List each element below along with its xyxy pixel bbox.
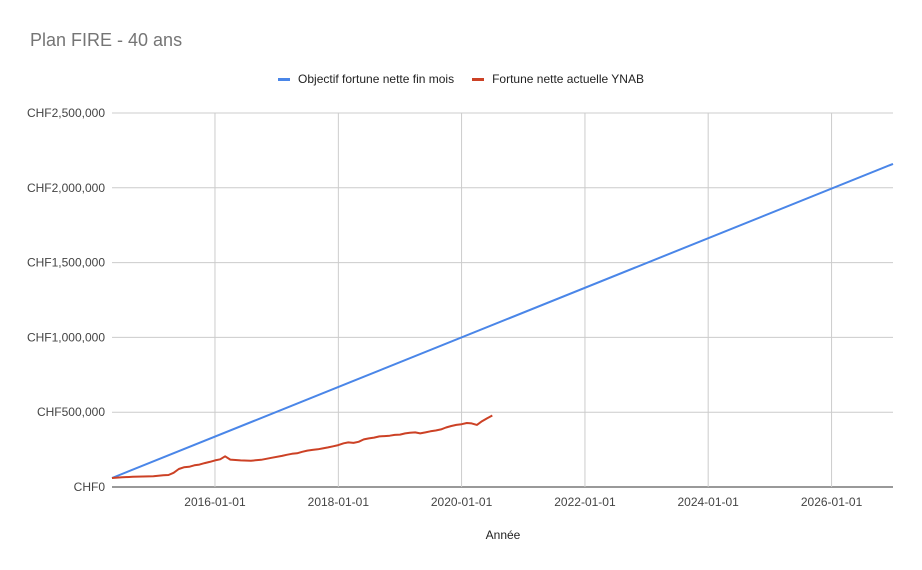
chart-legend: Objectif fortune nette fin mois Fortune … — [0, 72, 922, 86]
legend-swatch-fortune — [472, 77, 485, 81]
x-tick-label: 2022-01-01 — [554, 495, 616, 509]
y-tick-label: CHF1,500,000 — [27, 256, 105, 270]
y-tick-label: CHF2,000,000 — [27, 181, 105, 195]
x-tick-label: 2018-01-01 — [308, 495, 370, 509]
x-tick-label: 2020-01-01 — [431, 495, 493, 509]
x-axis-title: Année — [485, 528, 521, 542]
x-tick-label: 2026-01-01 — [801, 495, 863, 509]
y-tick-label: CHF1,000,000 — [27, 330, 105, 344]
legend-item-objectif[interactable]: Objectif fortune nette fin mois — [278, 72, 454, 86]
y-tick-label: CHF2,500,000 — [27, 106, 105, 120]
x-tick-label: 2016-01-01 — [184, 495, 246, 509]
series-line-fortune — [111, 414, 493, 479]
y-tick-label: CHF0 — [74, 480, 106, 494]
chart-title: Plan FIRE - 40 ans — [30, 30, 183, 50]
legend-label-objectif: Objectif fortune nette fin mois — [298, 72, 455, 86]
x-tick-label: 2024-01-01 — [677, 495, 739, 509]
legend-item-fortune[interactable]: Fortune nette actuelle YNAB — [472, 72, 644, 86]
legend-label-fortune: Fortune nette actuelle YNAB — [492, 72, 644, 86]
legend-swatch-objectif — [278, 77, 291, 81]
y-tick-label: CHF500,000 — [37, 405, 105, 419]
series-line-objectif — [111, 162, 894, 479]
